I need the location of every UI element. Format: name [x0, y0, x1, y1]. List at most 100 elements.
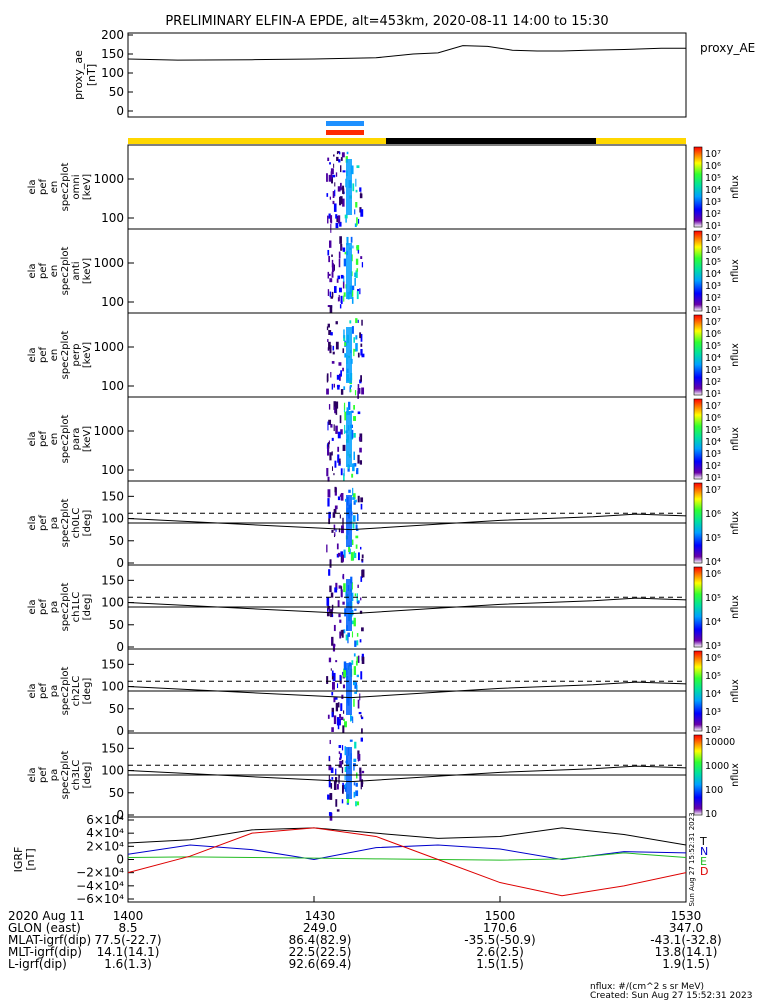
panel-ylabel: [keV] — [82, 426, 93, 452]
spectrogram-pixel — [339, 631, 342, 639]
proxy-ae-legend: proxy_AE — [700, 41, 755, 55]
proxy-ae-frame — [127, 32, 687, 118]
spectrogram-pixel — [353, 432, 356, 438]
spectrogram-pixel — [337, 552, 341, 557]
spectrogram-pixel — [340, 295, 343, 303]
spectrogram-pixel — [353, 758, 357, 762]
spectrogram-pixel — [340, 246, 343, 250]
spectrogram-pixel — [329, 452, 332, 461]
spectrogram-pixel — [336, 809, 340, 812]
spectrogram-pixel — [338, 775, 340, 784]
spectrogram-pixel — [361, 770, 365, 774]
spectrogram-pixel — [353, 451, 355, 461]
panel-ylabel: en — [49, 181, 60, 194]
spectrogram-pixel — [350, 165, 354, 175]
spectrogram-pixel — [355, 202, 358, 208]
panel-ylabel: pef — [38, 599, 49, 616]
spectrogram-pixel — [334, 205, 337, 209]
colorbar-tick: 10³ — [705, 449, 721, 460]
spectrogram-pixel — [339, 151, 341, 155]
spectrogram-pixel — [335, 582, 338, 590]
colorbar-tick: 10³ — [705, 365, 721, 376]
spectrogram-pixel — [345, 498, 347, 502]
spectrogram-pixel — [334, 460, 337, 468]
spectrogram-pixel — [351, 473, 354, 478]
footer-cell: L-igrf(dip) — [8, 957, 67, 971]
spectrogram-pixel — [342, 367, 344, 372]
spectrogram-pixel — [330, 296, 333, 299]
footer-cell: -35.5(-50.9) — [464, 933, 535, 947]
spectrogram-pixel — [340, 586, 343, 591]
spectrogram-pixel — [359, 460, 363, 465]
spectrogram-pixel — [335, 768, 337, 776]
loss-cone-line — [127, 765, 687, 783]
spectrogram-pixel — [335, 425, 338, 434]
spectrogram-pixel — [334, 286, 337, 293]
spectrogram-pixel — [361, 387, 365, 395]
spectrogram-core — [346, 243, 352, 299]
spectrogram-pixel — [334, 486, 337, 493]
spectrogram-pixel — [357, 388, 361, 394]
panel-ytick: 1000 — [93, 424, 124, 438]
colorbar-tick: 10⁴ — [705, 353, 721, 364]
spectrogram-pixel — [340, 157, 343, 161]
colorbar — [693, 734, 703, 816]
footer-cell: 8.5 — [118, 921, 137, 935]
proxy-ae-ytick: 200 — [101, 28, 124, 42]
panel-ylabel: pa — [49, 601, 60, 613]
spectrogram-pixel — [343, 258, 347, 267]
footer-cell: 1400 — [113, 909, 144, 923]
spectrogram-pixel — [339, 713, 342, 719]
spectrogram-pixel — [355, 270, 358, 278]
spectrogram-pixel — [354, 223, 357, 228]
panel-ylabel: ela — [27, 431, 38, 446]
colorbar-tick: 10⁵ — [705, 671, 721, 682]
panel-ytick: 1000 — [93, 172, 124, 186]
spectrogram-pixel — [327, 215, 329, 224]
spectrogram-pixel — [340, 370, 342, 377]
footer-unit-note: nflux: #/(cm^2 s sr MeV) — [590, 982, 704, 992]
spectrogram-pixel — [350, 715, 353, 721]
colorbar-tick: 10³ — [705, 281, 721, 292]
spectrogram-pixel — [344, 746, 347, 756]
spectrogram-pixel — [341, 760, 344, 765]
panel-ylabel: [deg] — [82, 762, 93, 789]
spectrogram-pixel — [341, 785, 344, 794]
spectrogram-pixel — [344, 786, 347, 792]
panel-ylabel: perp — [71, 344, 82, 367]
spectrogram-pixel — [336, 215, 339, 223]
spectrogram-pixel — [355, 544, 358, 549]
spectrogram-pixel — [331, 265, 335, 273]
spectrogram-pixel — [337, 151, 340, 154]
spectrogram-pixel — [354, 499, 357, 503]
spectrogram-pixel — [337, 386, 340, 390]
plot-title: PRELIMINARY ELFIN-A EPDE, alt=453km, 202… — [165, 14, 608, 29]
panel-ylabel: ela — [27, 599, 38, 614]
spectrogram-pixel — [328, 657, 332, 663]
panel-ylabel: [keV] — [82, 258, 93, 284]
spectrogram-pixel — [336, 683, 339, 689]
panel-ylabel: spec2plot — [60, 163, 71, 212]
panel-ytick: 100 — [101, 764, 124, 778]
spectrogram-pixel — [339, 674, 342, 681]
panel-ytick: 100 — [101, 211, 124, 225]
spectrogram-pixel — [338, 159, 341, 163]
spectrogram-pixel — [357, 584, 359, 588]
spectrogram-pixel — [335, 702, 339, 712]
spectrogram-pixel — [353, 791, 356, 798]
spectrogram-pixel — [338, 362, 342, 366]
panel-ylabel: [keV] — [82, 342, 93, 368]
panel-ylabel: ch2LC — [71, 676, 82, 707]
spectrogram-pixel — [327, 339, 329, 343]
panel-ytick: 0 — [116, 724, 124, 738]
spectrogram-pixel — [334, 587, 338, 593]
spectrogram-pixel — [357, 757, 360, 762]
spectrogram-pixel — [330, 592, 334, 598]
spectrogram-pixel — [339, 760, 342, 768]
spectrogram-pixel — [337, 431, 341, 439]
spectrogram-pixel — [326, 544, 328, 553]
spectrogram-pixel — [328, 765, 332, 771]
spectrogram-pixel — [356, 165, 360, 169]
spectrogram-pixel — [342, 348, 345, 354]
spectrogram-pixel — [361, 554, 364, 559]
